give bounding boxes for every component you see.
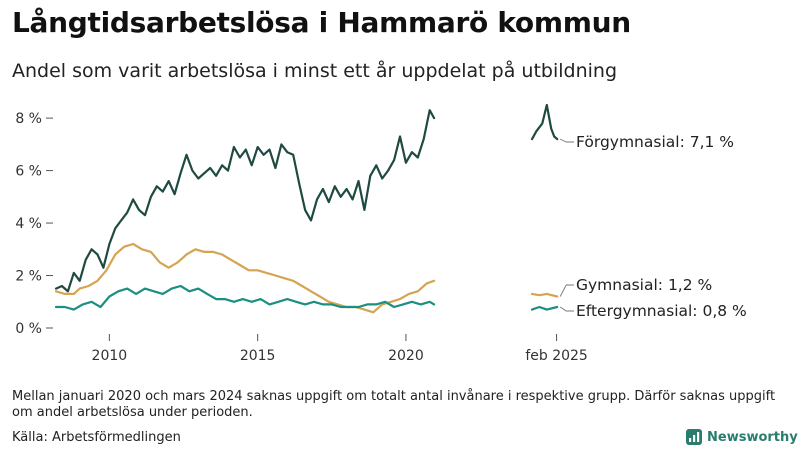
x-tick-label: 2010	[92, 348, 128, 364]
series-end-label: Eftergymnasial: 0,8 %	[576, 302, 747, 320]
brand[interactable]: Newsworthy	[686, 429, 798, 445]
y-axis: 0 % 2 % 4 % 6 % 8 %	[15, 111, 53, 337]
x-axis: 2010 2015 2020 feb 2025	[92, 334, 588, 364]
label-leader-line	[559, 306, 574, 312]
series-line-förgymnasial	[54, 109, 436, 293]
brand-name: Newsworthy	[707, 429, 798, 445]
line-chart: 0 % 2 % 4 % 6 % 8 % 2010 2015 2020 feb 2025 För…	[15, 103, 747, 364]
series-line-förgymnasial	[530, 103, 559, 141]
x-tick-label: 2020	[388, 348, 424, 364]
newsworthy-logo-icon	[686, 429, 702, 445]
chart-title: Långtidsarbetslösa i Hammarö kommun	[12, 6, 631, 39]
footnote: Mellan januari 2020 och mars 2024 saknas…	[12, 389, 776, 420]
series-line-eftergymnasial	[530, 305, 559, 311]
series-end-label: Förgymnasial: 7,1 %	[576, 133, 734, 151]
series-line-gymnasial	[530, 292, 559, 298]
chart-subtitle: Andel som varit arbetslösa i minst ett å…	[12, 60, 618, 82]
x-tick-label: 2015	[240, 348, 276, 364]
y-tick-label: 6 %	[15, 164, 42, 180]
y-tick-label: 8 %	[15, 111, 42, 127]
y-tick-label: 2 %	[15, 269, 42, 285]
series-end-label: Gymnasial: 1,2 %	[576, 276, 712, 294]
y-tick-label: 4 %	[15, 216, 42, 232]
series-lines	[54, 103, 559, 314]
series-labels: Förgymnasial: 7,1 % Gymnasial: 1,2 % Efter…	[559, 133, 747, 320]
x-tick-label: feb 2025	[525, 348, 588, 364]
source-text: Källa: Arbetsförmedlingen	[12, 430, 181, 445]
y-tick-label: 0 %	[15, 321, 42, 337]
label-leader-line	[559, 284, 574, 297]
series-line-eftergymnasial	[54, 284, 436, 311]
series-line-gymnasial	[54, 242, 436, 314]
label-leader-line	[560, 138, 574, 143]
